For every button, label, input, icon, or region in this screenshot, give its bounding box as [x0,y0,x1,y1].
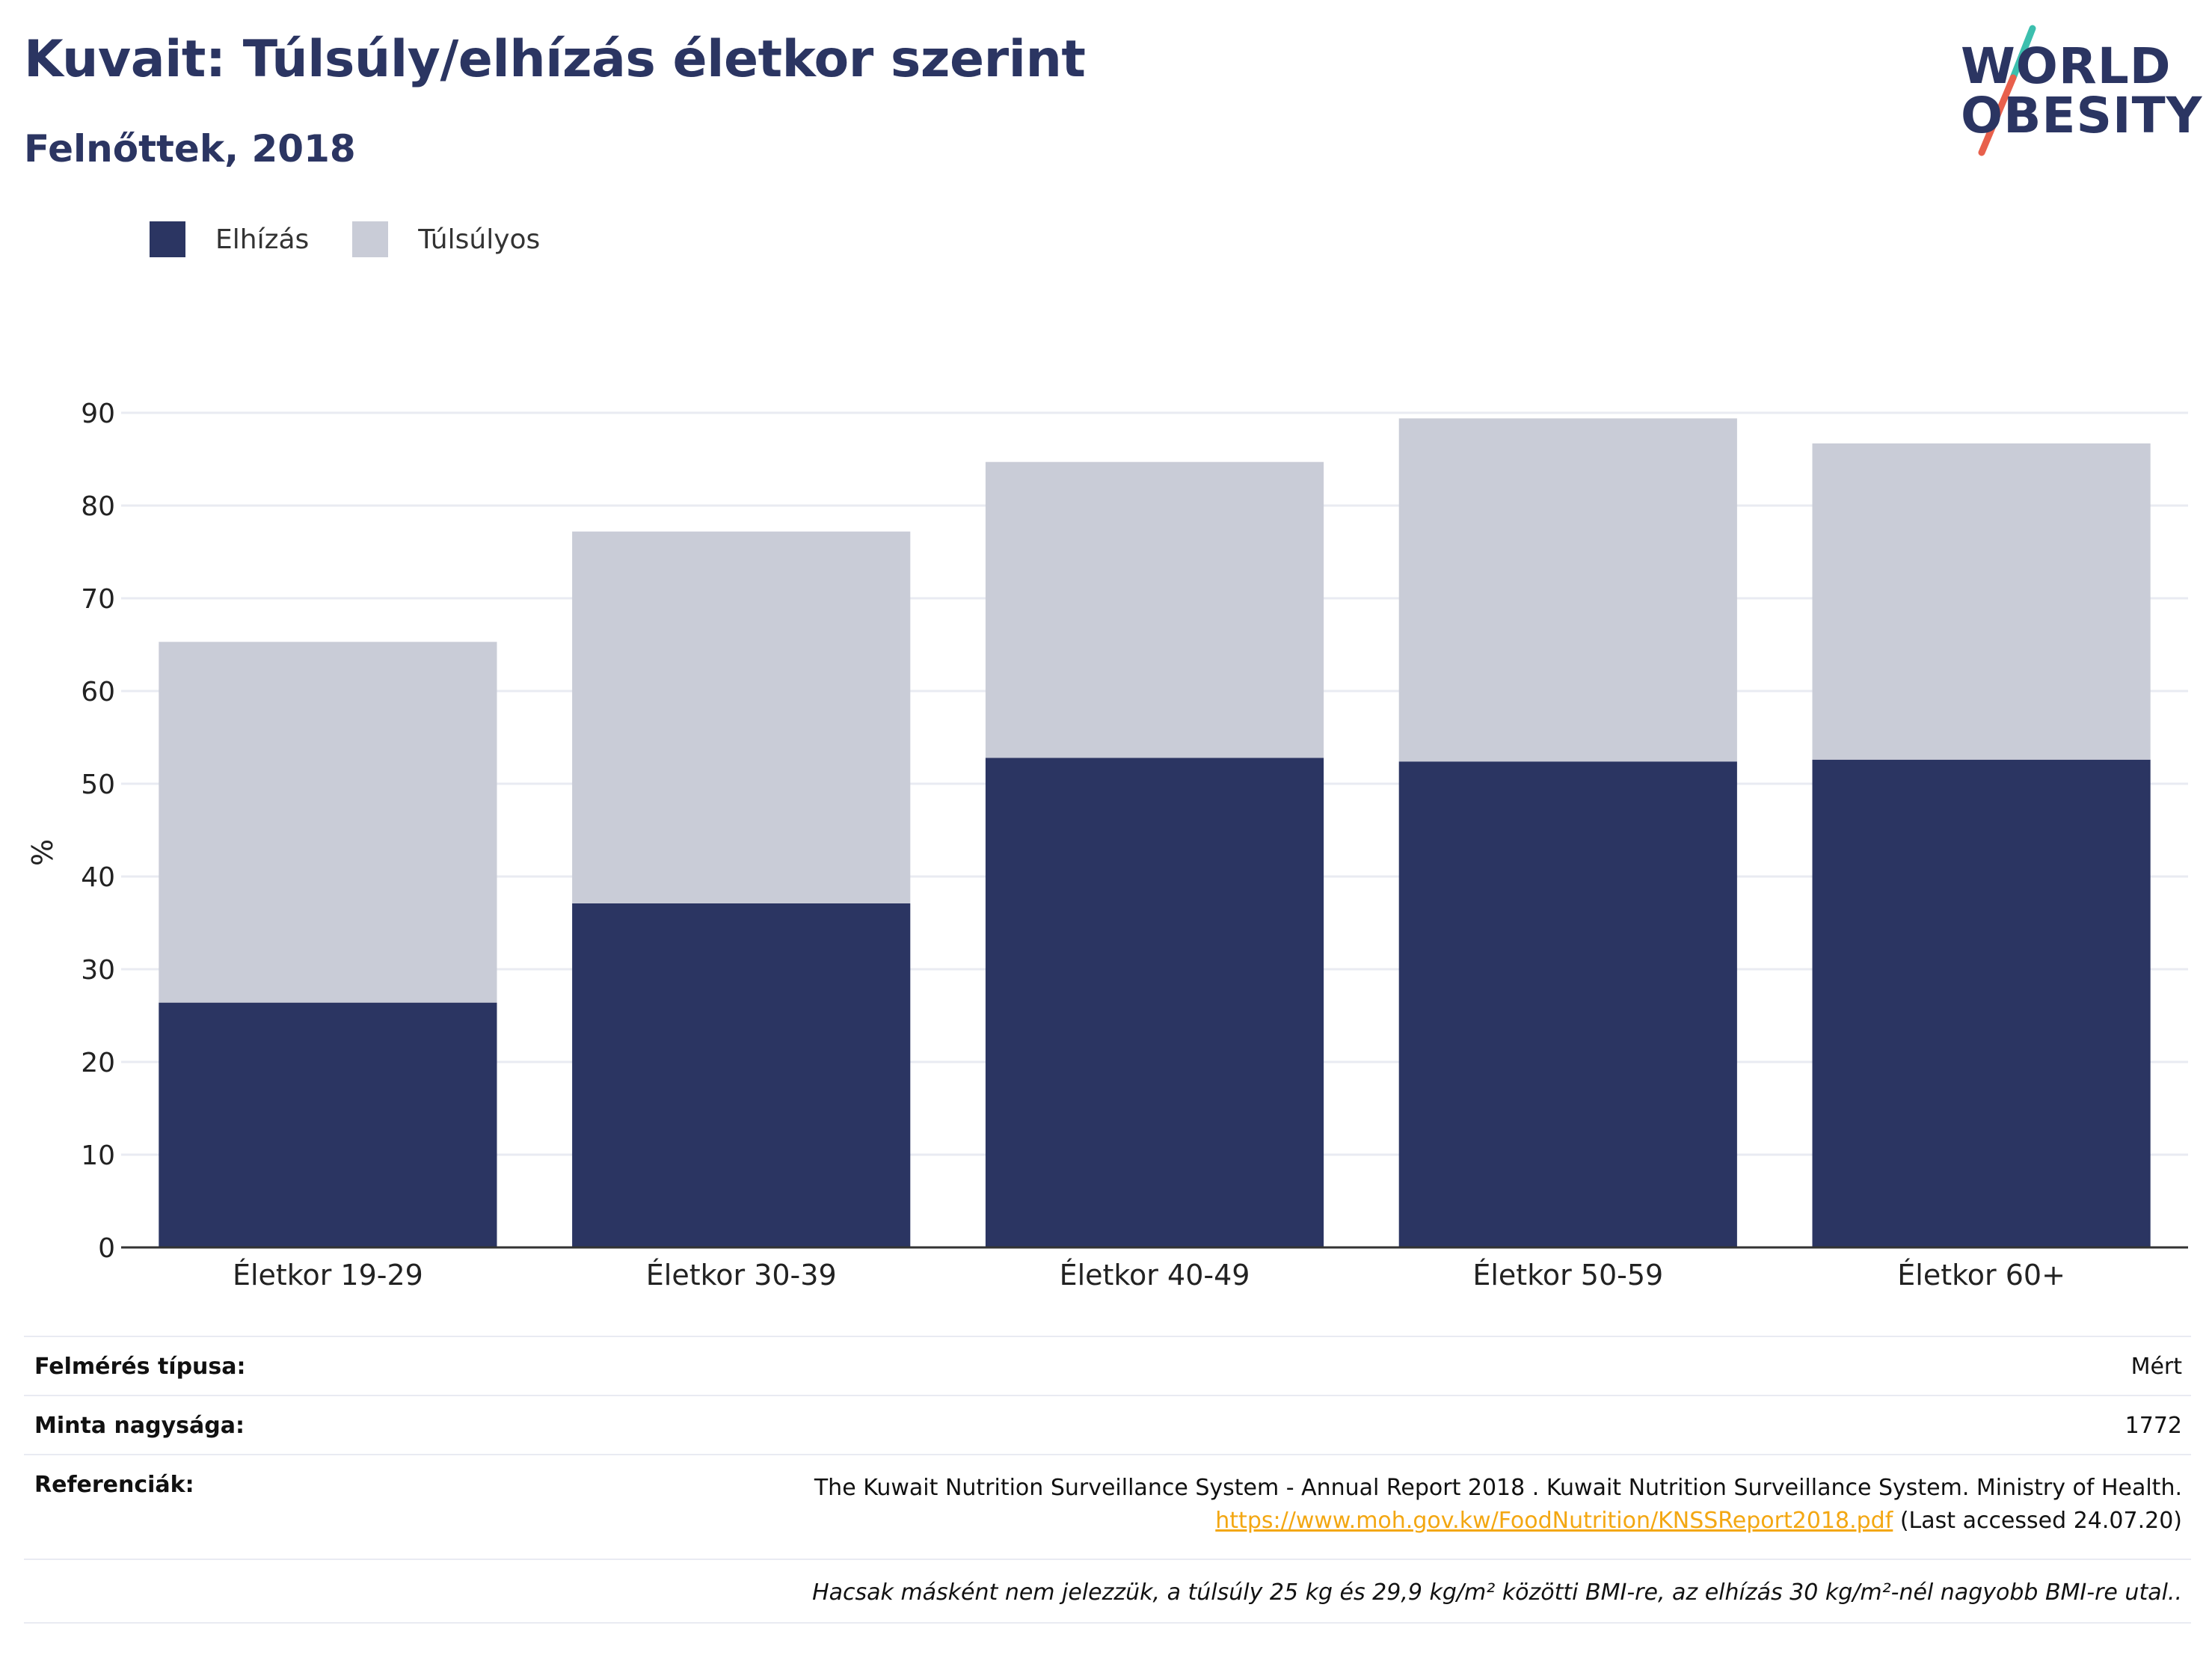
bar-overweight [985,461,1324,758]
legend-swatch-overweight [352,221,389,257]
world-obesity-logo: WORLD OBESITY [1944,15,2203,165]
sample-size-value: 1772 [2125,1413,2182,1439]
bar-obesity [572,903,911,1247]
reference-text: The Kuwait Nutrition Surveillance System… [814,1475,2182,1501]
x-tick-label: Életkor 19-29 [233,1259,423,1292]
y-tick-label: 0 [98,1233,115,1264]
reference-accessed: (Last accessed 24.07.20) [1893,1508,2182,1534]
x-tick-label: Életkor 40-49 [1060,1259,1250,1292]
legend-item-overweight: Túlsúlyos [352,221,540,257]
sample-size-label: Minta nagysága: [34,1413,245,1439]
bar-overweight [572,531,911,903]
bar-overweight [1812,443,2151,760]
bar-overweight [1398,418,1737,762]
bar-chart: 0 10 20 30 40 50 60 70 80 90% Életkor 19-29 Életkor… [26,399,2188,1292]
x-tick-label: Életkor 60+ [1897,1259,2065,1292]
legend-swatch-obesity [150,221,185,257]
y-axis-label: % [26,839,59,866]
bmi-note: Hacsak másként nem jelezzük, a túlsúly 2… [24,1559,2191,1624]
bar-overweight [159,642,497,1003]
y-tick-label: 70 [81,584,115,615]
bar-obesity [1398,761,1737,1247]
chart-title: Kuvait: Túlsúly/elhízás életkor szerint [24,30,1086,89]
logo-word-world: WORLD [1961,37,2172,95]
info-row-sample-size: Minta nagysága: 1772 [24,1395,2191,1454]
y-tick-label: 30 [81,955,115,986]
legend-label-overweight: Túlsúlyos [418,224,541,255]
y-tick-label: 90 [81,399,115,429]
info-row-references: Referenciák: The Kuwait Nutrition Survei… [24,1454,2191,1559]
reference-link[interactable]: https://www.moh.gov.kw/FoodNutrition/KNS… [1215,1508,1893,1534]
chart-legend: Elhízás Túlsúlyos [150,221,583,257]
y-tick-label: 40 [81,862,115,893]
bar-obesity [1812,759,2151,1247]
references-label: Referenciák: [34,1472,194,1498]
bar-obesity [985,758,1324,1247]
x-tick-label: Életkor 50-59 [1472,1259,1663,1292]
chart-subtitle: Felnőttek, 2018 [24,127,356,171]
survey-type-value: Mért [2130,1354,2182,1380]
x-tick-label: Életkor 30-39 [646,1259,837,1292]
y-tick-label: 10 [81,1140,115,1171]
references-value: The Kuwait Nutrition Surveillance System… [814,1472,2182,1538]
survey-type-label: Felmérés típusa: [34,1354,246,1380]
logo-slash-icon [1978,25,2036,156]
y-tick-label: 80 [81,491,115,522]
logo-word-obesity: OBESITY [1961,87,2203,144]
legend-label-obesity: Elhízás [215,224,310,255]
bar-obesity [159,1002,497,1247]
info-table: Felmérés típusa: Mért Minta nagysága: 17… [24,1336,2191,1624]
y-tick-label: 20 [81,1048,115,1078]
y-tick-label: 60 [81,677,115,707]
info-row-survey-type: Felmérés típusa: Mért [24,1336,2191,1395]
y-tick-label: 50 [81,770,115,800]
legend-item-obesity: Elhízás [150,221,309,257]
